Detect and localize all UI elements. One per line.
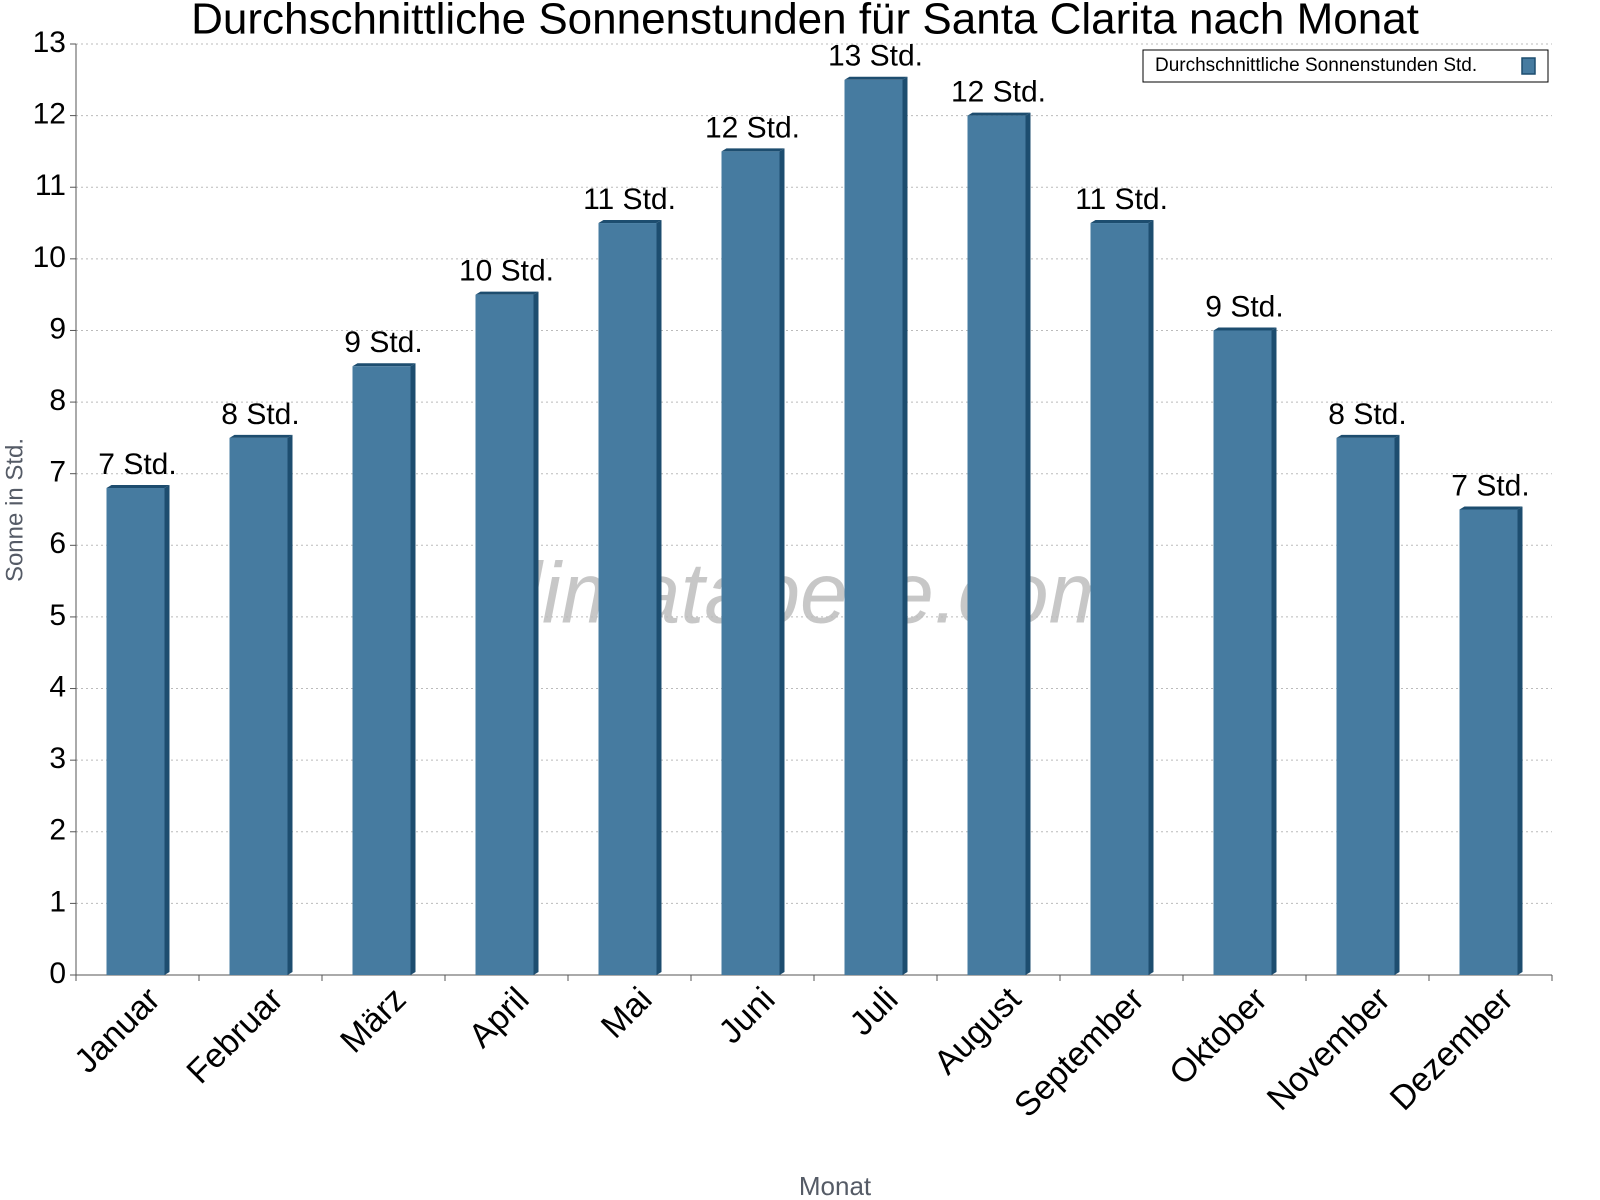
bar-top (721, 148, 785, 152)
y-tick-label: 6 (49, 527, 66, 560)
bar (1336, 437, 1395, 975)
bar-top (1336, 434, 1400, 438)
data-label: 8 Std. (1328, 398, 1406, 431)
y-tick-label: 5 (49, 599, 66, 632)
x-tick-label: Januar (67, 980, 167, 1080)
legend-box (1142, 49, 1549, 83)
x-tick-label: November (1260, 980, 1398, 1118)
x-tick-label: April (462, 980, 537, 1055)
data-label: 13 Std. (828, 40, 923, 73)
data-label: 10 Std. (459, 255, 554, 288)
bar (721, 151, 780, 975)
bar-side (410, 363, 416, 975)
x-tick-label: Dezember (1383, 980, 1521, 1118)
y-tick-label: 3 (49, 742, 66, 775)
bar-top (1213, 327, 1277, 331)
y-tick-label: 13 (33, 26, 66, 59)
data-label: 12 Std. (951, 76, 1046, 109)
x-tick-label: September (1007, 980, 1151, 1124)
bar (229, 437, 288, 975)
bar-side (1271, 327, 1277, 975)
bar-side (1394, 434, 1400, 975)
y-tick-label: 8 (49, 384, 66, 417)
y-tick-label: 7 (49, 456, 66, 489)
bar (106, 488, 165, 975)
bar-side (656, 220, 662, 976)
bar-side (779, 148, 785, 975)
x-tick-label: März (333, 980, 413, 1060)
bar-top (352, 363, 416, 367)
bar-side (1517, 506, 1523, 975)
bar-top (844, 76, 908, 80)
x-axis-title: Monat (799, 1171, 872, 1200)
x-tick-label: Oktober (1162, 980, 1274, 1092)
bar-top (475, 291, 539, 295)
data-label: 11 Std. (583, 183, 676, 216)
x-tick-label: Juni (712, 980, 783, 1051)
y-tick-label: 10 (33, 241, 66, 274)
bar-side (533, 291, 539, 976)
bar (844, 79, 903, 976)
bar-top (229, 434, 293, 438)
x-tick-label: Juli (843, 980, 906, 1043)
legend: Durchschnittliche Sonnenstunden Std. (1142, 49, 1549, 83)
bar-top (598, 220, 662, 224)
y-tick-label: 12 (33, 98, 66, 131)
data-label: 8 Std. (221, 398, 299, 431)
bar (967, 115, 1026, 976)
bar (352, 366, 411, 975)
bar (475, 294, 534, 976)
bar-side (164, 485, 170, 975)
data-label: 9 Std. (344, 326, 422, 359)
bar-top (1459, 506, 1523, 510)
bar-side (287, 434, 293, 975)
bar (1459, 509, 1518, 975)
y-tick-label: 0 (49, 957, 66, 990)
y-tick-label: 11 (35, 169, 66, 202)
data-label: 7 Std. (98, 448, 176, 481)
bar (598, 223, 657, 976)
data-label: 12 Std. (705, 111, 800, 144)
y-tick-label: 4 (49, 670, 66, 703)
bar (1090, 223, 1149, 976)
bar (1213, 330, 1272, 975)
y-tick-label: 1 (49, 885, 66, 918)
legend-label: Durchschnittliche Sonnenstunden Std. (1155, 55, 1477, 76)
bar-top (1090, 220, 1154, 224)
data-label: 7 Std. (1451, 469, 1529, 502)
y-tick-label: 2 (49, 814, 66, 847)
data-label: 9 Std. (1205, 290, 1283, 323)
x-tick-label: Februar (179, 980, 290, 1091)
bar-side (1148, 220, 1154, 976)
bar-side (1025, 112, 1031, 976)
legend-swatch (1521, 57, 1536, 75)
y-axis-title: Sonne in Std. (1, 438, 28, 582)
bar-top (106, 485, 170, 489)
x-tick-label: Mai (594, 980, 660, 1046)
bar-side (902, 76, 908, 976)
chart-title: Durchschnittliche Sonnenstunden für Sant… (191, 0, 1419, 44)
x-tick-label: August (927, 980, 1029, 1082)
bar-top (967, 112, 1031, 116)
y-tick-label: 9 (49, 312, 66, 345)
data-label: 11 Std. (1075, 183, 1168, 216)
